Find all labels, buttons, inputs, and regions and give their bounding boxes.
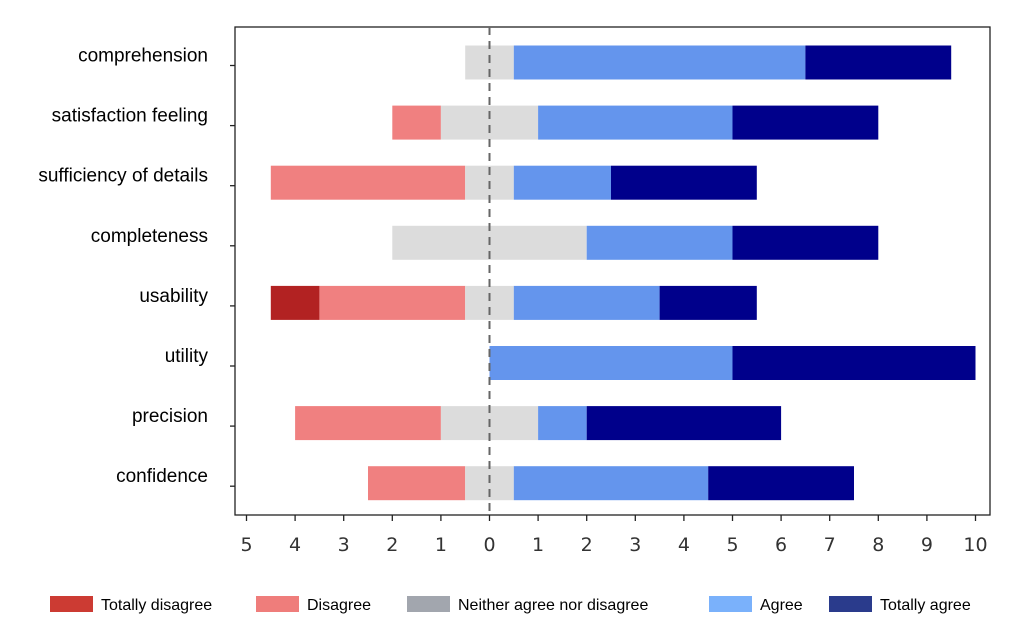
bar-disagree-satisfaction-feeling — [392, 105, 441, 140]
bar-totally-agree-confidence — [708, 466, 854, 501]
bar-agree-satisfaction-feeling — [538, 105, 733, 140]
x-tick-label: 3 — [338, 534, 350, 556]
x-axis: 5 4 3 2 1 0 1 2 3 4 5 6 7 8 9 10 — [240, 515, 988, 556]
bar-agree-comprehension — [513, 45, 806, 80]
legend-swatch — [709, 596, 752, 612]
bar-totally-agree-utility — [732, 346, 976, 380]
category-label: comprehension — [78, 46, 208, 67]
bar-totally-disagree-usability — [270, 285, 320, 320]
category-label: satisfaction feeling — [52, 106, 208, 127]
x-tick-label: 10 — [963, 534, 987, 556]
x-tick-label: 3 — [629, 534, 641, 556]
bar-totally-agree-precision — [586, 406, 782, 441]
x-tick-label: 1 — [532, 534, 544, 556]
bar-agree-precision — [538, 406, 587, 441]
x-tick-label: 8 — [872, 534, 884, 556]
bar-agree-utility — [489, 346, 733, 380]
x-tick-label: 6 — [775, 534, 787, 556]
bar-agree-completeness — [586, 225, 733, 260]
x-tick-label: 5 — [240, 534, 252, 556]
legend-label: Totally agree — [880, 597, 971, 614]
legend-swatch — [256, 596, 299, 612]
bar-totally-agree-satisfaction-feeling — [732, 105, 879, 140]
legend-label: Disagree — [307, 597, 371, 614]
bar-disagree-usability — [319, 285, 466, 320]
category-label: confidence — [116, 466, 208, 487]
x-tick-label: 4 — [289, 534, 301, 556]
legend: Totally disagree Disagree Neither agree no… — [50, 596, 971, 614]
x-tick-label: 1 — [435, 534, 447, 556]
bar-agree-confidence — [513, 466, 709, 501]
x-tick-label: 7 — [824, 534, 836, 556]
x-tick-label: 4 — [678, 534, 690, 556]
bar-neither-agree-nor-disagree-satisfaction-feeling — [440, 105, 539, 140]
category-labels: comprehension satisfaction feeling suffici… — [38, 46, 235, 487]
bar-disagree-precision — [295, 406, 441, 441]
legend-swatch — [50, 596, 93, 612]
plot-frame — [234, 26, 991, 516]
bar-agree-sufficiency-of-details — [513, 165, 611, 200]
bar-totally-agree-comprehension — [805, 45, 952, 80]
category-label: sufficiency of details — [38, 166, 208, 187]
bar-disagree-confidence — [368, 466, 466, 501]
bar-totally-agree-sufficiency-of-details — [611, 165, 757, 200]
bar-agree-usability — [513, 285, 660, 320]
x-tick-label: 0 — [483, 534, 495, 556]
legend-label: Neither agree nor disagree — [458, 597, 648, 614]
bars-group — [270, 45, 976, 501]
category-label: precision — [132, 406, 208, 427]
x-tick-label: 2 — [386, 534, 398, 556]
legend-swatch — [829, 596, 872, 612]
bar-disagree-sufficiency-of-details — [270, 165, 466, 200]
x-tick-label: 2 — [581, 534, 593, 556]
x-tick-label: 9 — [921, 534, 933, 556]
x-tick-label: 5 — [726, 534, 738, 556]
category-label: usability — [139, 286, 208, 307]
legend-label: Agree — [760, 597, 803, 614]
bar-totally-agree-usability — [659, 285, 757, 320]
legend-label: Totally disagree — [101, 597, 212, 614]
category-label: completeness — [91, 226, 208, 247]
legend-swatch — [407, 596, 450, 612]
category-label: utility — [165, 346, 209, 367]
bar-totally-agree-completeness — [732, 225, 879, 260]
